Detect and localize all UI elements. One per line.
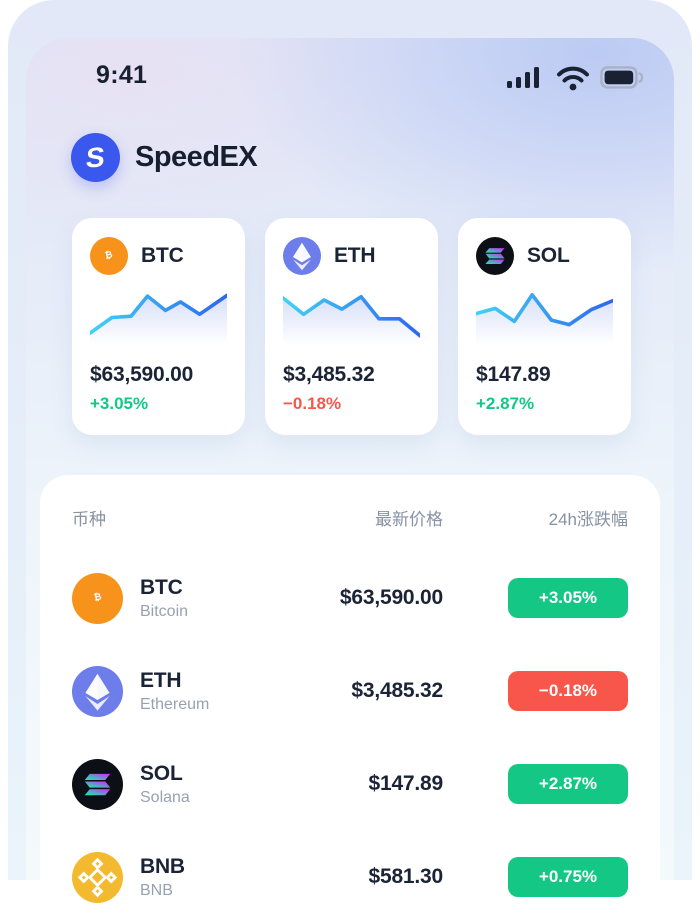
eth-icon (283, 237, 321, 275)
row-symbol: ETH (140, 668, 182, 692)
sparkline-chart (476, 285, 613, 350)
card-price: $3,485.32 (283, 363, 375, 386)
status-bar-time: 9:41 (96, 61, 148, 89)
row-symbol: BNB (140, 854, 185, 878)
card-change: −0.18% (283, 394, 342, 413)
row-symbol: BTC (140, 575, 183, 599)
table-row-eth[interactable]: ETH Ethereum $3,485.32 −0.18% (72, 665, 628, 717)
row-symbol: SOL (140, 761, 183, 785)
btc-icon: ₿ (90, 237, 128, 275)
table-row-btc[interactable]: ₿ BTC Bitcoin $63,590.00 +3.05% (72, 572, 628, 624)
card-symbol: BTC (141, 244, 184, 267)
cellular-signal-icon (505, 64, 546, 91)
ticker-card-sol[interactable]: SOL $147.89 +2.87% (458, 218, 631, 435)
app-brand: S SpeedEX (71, 133, 258, 182)
card-symbol: ETH (334, 244, 376, 267)
ticker-card-eth[interactable]: ETH $3,485.32 −0.18% (265, 218, 438, 435)
row-price: $3,485.32 (351, 679, 443, 702)
eth-icon (72, 665, 123, 717)
card-price: $147.89 (476, 363, 551, 386)
row-price: $581.30 (368, 865, 443, 888)
table-header-row: 币种 最新价格 24h涨跌幅 (72, 505, 628, 530)
speedex-logo-icon: S (71, 133, 120, 182)
change-badge: +0.75% (508, 857, 628, 897)
market-table-card: 币种 最新价格 24h涨跌幅 ₿ BTC Bitcoin $63,590.00 … (40, 475, 660, 915)
ticker-card-btc[interactable]: ₿ BTC $63,590.00 +3.05% (72, 218, 245, 435)
sparkline-chart (90, 285, 227, 350)
change-badge: +2.87% (508, 764, 628, 804)
battery-icon (600, 66, 643, 89)
table-header-change: 24h涨跌幅 (548, 510, 628, 529)
sparkline-chart (283, 285, 420, 350)
status-bar-icons (505, 64, 643, 91)
row-price: $147.89 (368, 772, 443, 795)
table-header-price: 最新价格 (375, 510, 443, 529)
table-row-sol[interactable]: SOL Solana $147.89 +2.87% (72, 758, 628, 810)
row-name: Ethereum (140, 695, 210, 713)
change-badge: +3.05% (508, 578, 628, 618)
table-header-coin: 币种 (72, 510, 106, 529)
card-change: +3.05% (90, 394, 149, 413)
app-name: SpeedEX (135, 141, 258, 173)
card-change: +2.87% (476, 394, 535, 413)
row-name: BNB (140, 881, 173, 899)
ticker-cards: ₿ BTC $63,590.00 +3.05% ETH $3,485.32 −0… (72, 218, 631, 435)
row-name: Solana (140, 788, 190, 806)
sol-icon (476, 237, 514, 275)
card-symbol: SOL (527, 244, 570, 267)
table-rows: ₿ BTC Bitcoin $63,590.00 +3.05% ETH Ethe… (72, 572, 628, 903)
change-badge: −0.18% (508, 671, 628, 711)
btc-icon: ₿ (72, 572, 123, 624)
row-price: $63,590.00 (339, 586, 443, 609)
row-name: Bitcoin (140, 602, 189, 620)
wifi-icon (555, 64, 591, 91)
sol-icon (72, 758, 123, 810)
card-price: $63,590.00 (90, 363, 194, 386)
table-row-bnb[interactable]: BNB BNB $581.30 +0.75% (72, 851, 628, 903)
bnb-icon (72, 851, 123, 903)
